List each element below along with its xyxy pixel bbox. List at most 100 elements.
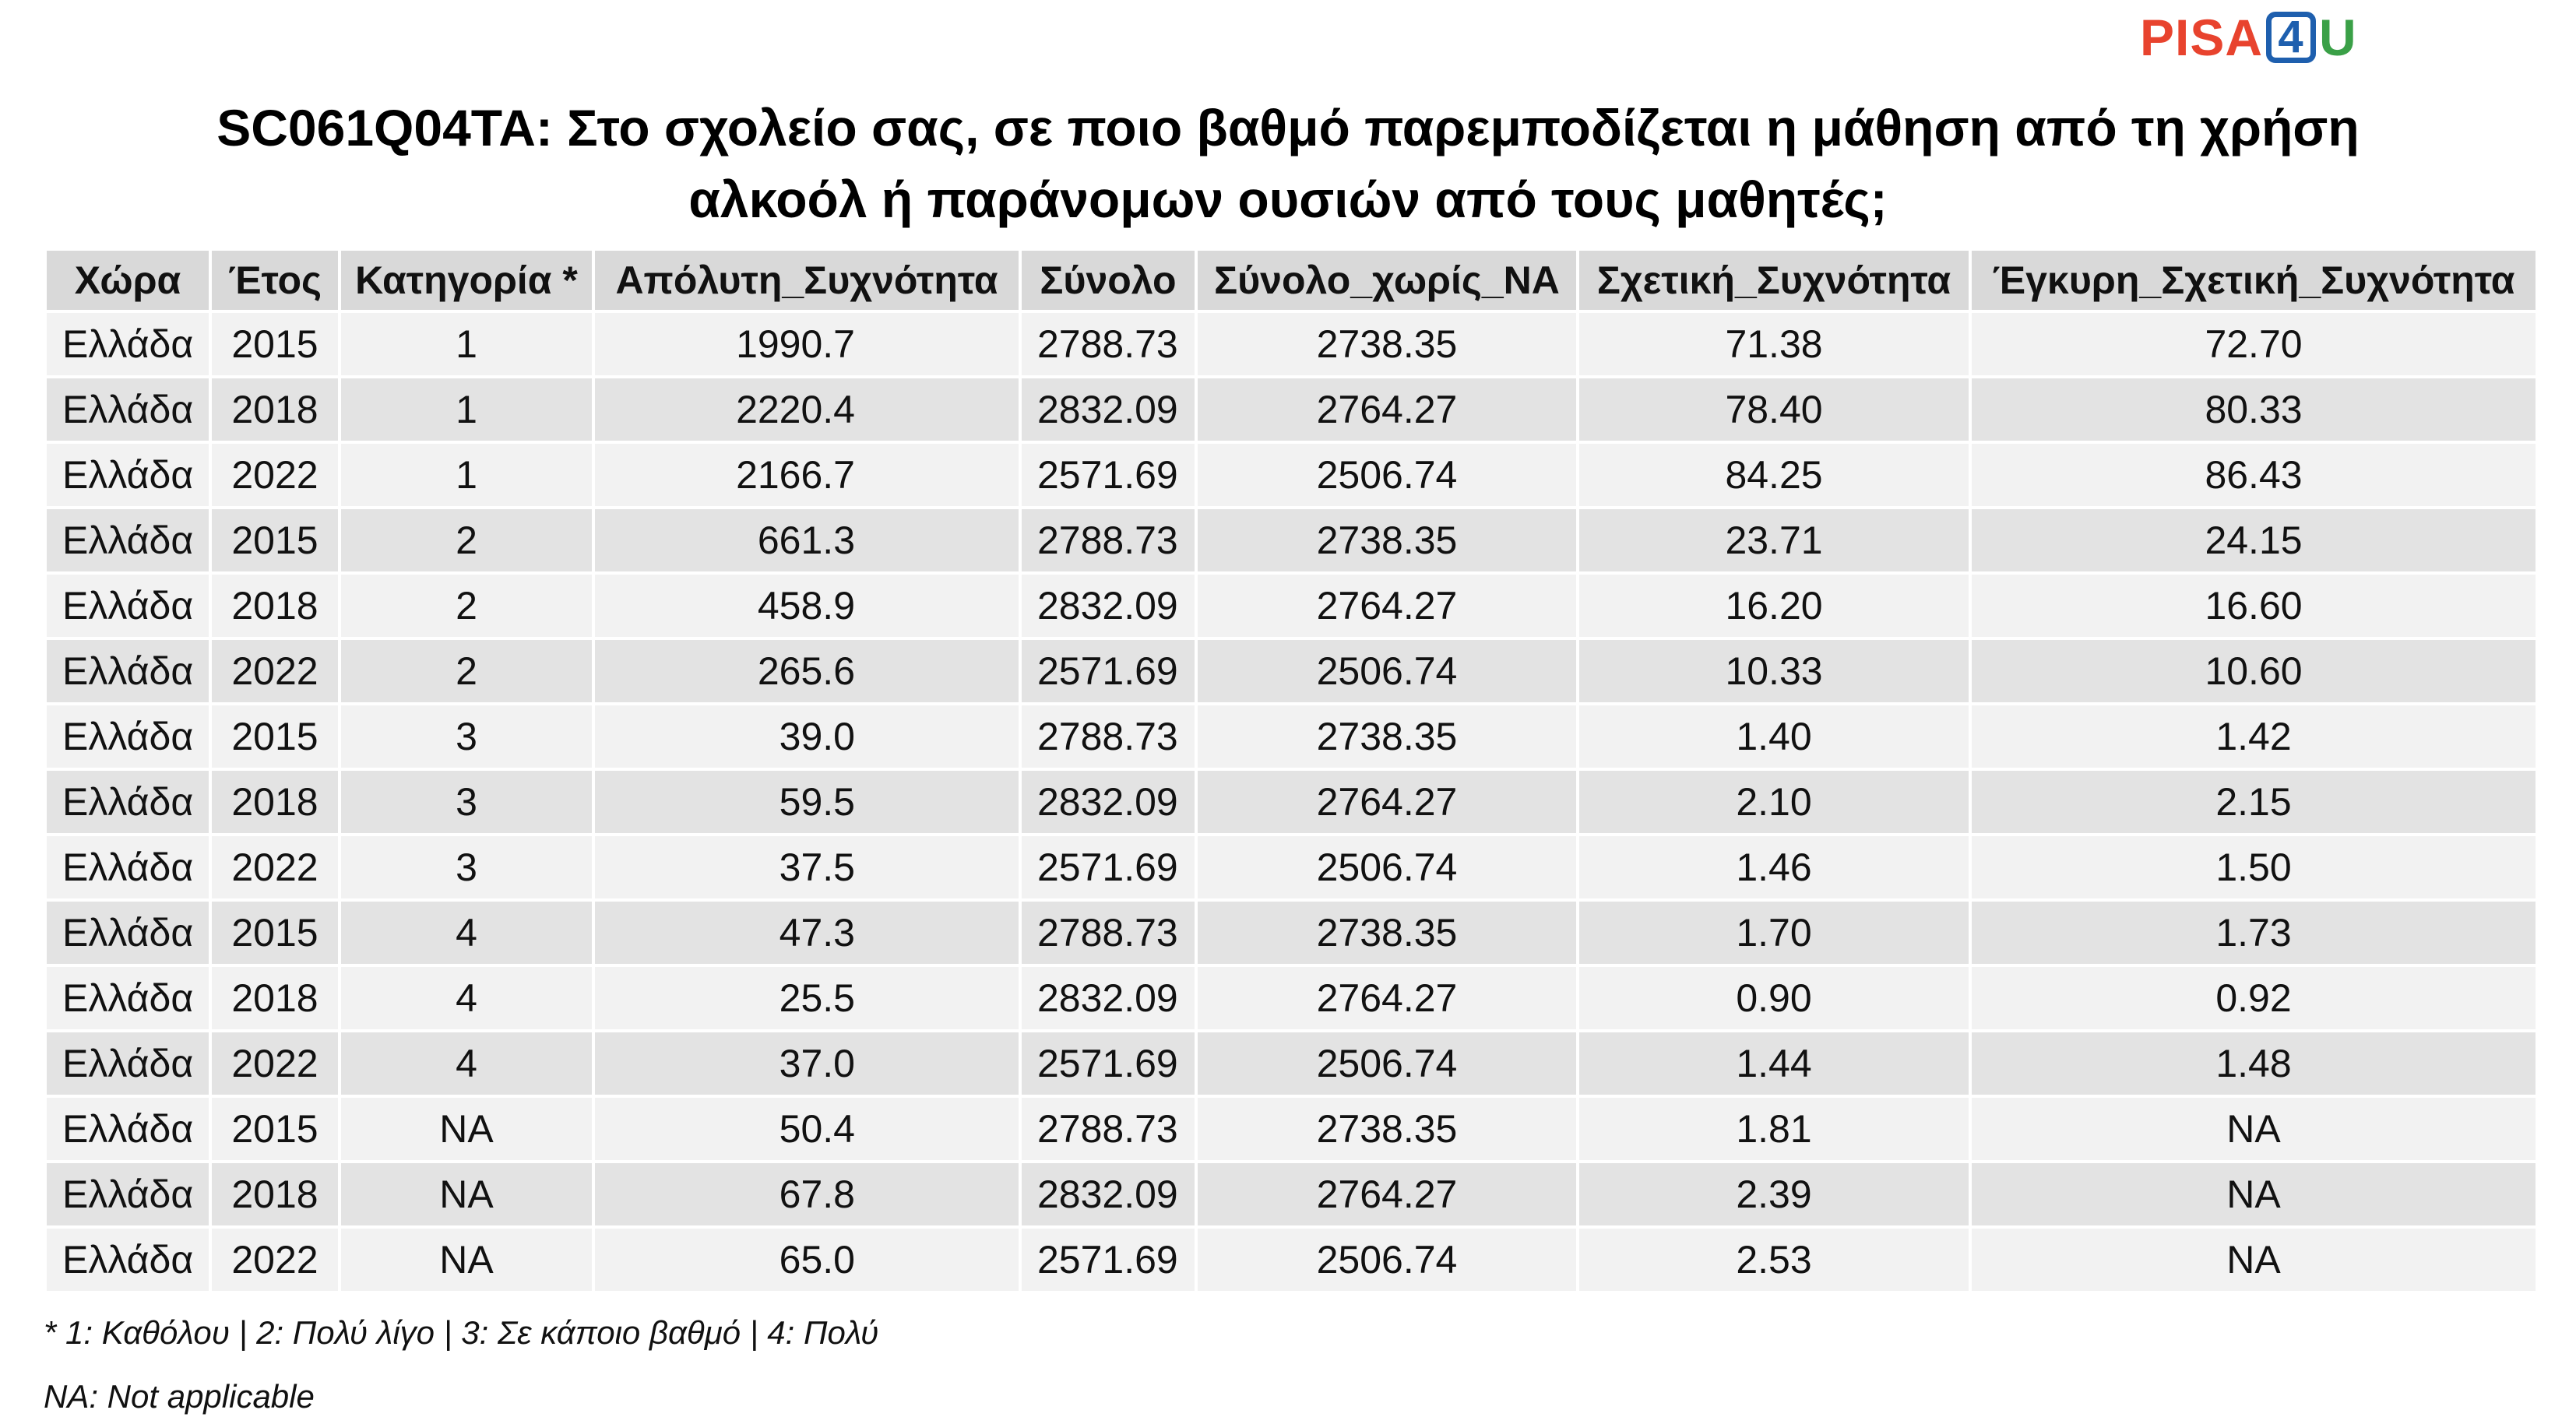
table-row: Ελλάδα 2015 4 47.3 2788.73 2738.35 1.70 1.73 (47, 902, 2536, 964)
cell-absolute-frequency: 67.8 (595, 1163, 1019, 1225)
cell-total: 2788.73 (1022, 313, 1195, 375)
cell-category: 2 (341, 640, 592, 702)
cell-total-without-na: 2506.74 (1198, 1032, 1576, 1095)
cell-country: Ελλάδα (47, 575, 209, 637)
header-year: Έτος (212, 251, 338, 310)
cell-country: Ελλάδα (47, 313, 209, 375)
cell-relative-frequency: 23.71 (1579, 509, 1969, 571)
cell-category: 4 (341, 967, 592, 1029)
cell-relative-frequency: 1.70 (1579, 902, 1969, 964)
cell-total-without-na: 2764.27 (1198, 967, 1576, 1029)
table-row: Ελλάδα 2015 1 1990.7 2788.73 2738.35 71.38 72.7… (47, 313, 2536, 375)
cell-total-without-na: 2764.27 (1198, 575, 1576, 637)
cell-total-without-na: 2738.35 (1198, 902, 1576, 964)
cell-valid-relative-frequency: NA (1972, 1163, 2536, 1225)
cell-country: Ελλάδα (47, 1032, 209, 1095)
cell-absolute-frequency: 37.5 (595, 836, 1019, 898)
cell-category: NA (341, 1163, 592, 1225)
header-absolute-frequency: Απόλυτη_Συχνότητα (595, 251, 1019, 310)
cell-category: NA (341, 1098, 592, 1160)
cell-valid-relative-frequency: 86.43 (1972, 444, 2536, 506)
title-line-2: αλκοόλ ή παράνομων ουσιών από τους μαθητ… (688, 171, 1888, 228)
cell-valid-relative-frequency: 1.50 (1972, 836, 2536, 898)
cell-country: Ελλάδα (47, 967, 209, 1029)
header-country: Χώρα (47, 251, 209, 310)
cell-relative-frequency: 2.53 (1579, 1229, 1969, 1291)
table-row: Ελλάδα 2018 2 458.9 2832.09 2764.27 16.20 16.60 (47, 575, 2536, 637)
cell-absolute-frequency: 2220.4 (595, 378, 1019, 441)
logo-four-box: 4 (2266, 12, 2317, 63)
cell-category: NA (341, 1229, 592, 1291)
table-row: Ελλάδα 2015 2 661.3 2788.73 2738.35 23.71 24.15 (47, 509, 2536, 571)
table-row: Ελλάδα 2015 3 39.0 2788.73 2738.35 1.40 1.42 (47, 705, 2536, 768)
footnote-categories: * 1: Καθόλου | 2: Πολύ λίγο | 3: Σε κάπο… (44, 1314, 879, 1351)
cell-relative-frequency: 71.38 (1579, 313, 1969, 375)
header-total-without-na: Σύνολο_χωρίς_NA (1198, 251, 1576, 310)
cell-relative-frequency: 1.40 (1579, 705, 1969, 768)
cell-total: 2571.69 (1022, 1229, 1195, 1291)
cell-absolute-frequency: 59.5 (595, 771, 1019, 833)
cell-relative-frequency: 10.33 (1579, 640, 1969, 702)
cell-total-without-na: 2764.27 (1198, 1163, 1576, 1225)
cell-relative-frequency: 16.20 (1579, 575, 1969, 637)
cell-total: 2571.69 (1022, 836, 1195, 898)
table-body: Ελλάδα 2015 1 1990.7 2788.73 2738.35 71.38 72.7… (47, 313, 2536, 1291)
table-row: Ελλάδα 2022 3 37.5 2571.69 2506.74 1.46 1.50 (47, 836, 2536, 898)
table-row: Ελλάδα 2018 NA 67.8 2832.09 2764.27 2.39 NA (47, 1163, 2536, 1225)
cell-year: 2018 (212, 378, 338, 441)
cell-year: 2018 (212, 967, 338, 1029)
cell-absolute-frequency: 37.0 (595, 1032, 1019, 1095)
table-header-row: Χώρα Έτος Κατηγορία * Απόλυτη_Συχνότητα … (47, 251, 2536, 310)
cell-total-without-na: 2764.27 (1198, 378, 1576, 441)
cell-total: 2788.73 (1022, 1098, 1195, 1160)
cell-total-without-na: 2506.74 (1198, 1229, 1576, 1291)
cell-total: 2832.09 (1022, 967, 1195, 1029)
cell-category: 2 (341, 575, 592, 637)
cell-relative-frequency: 1.46 (1579, 836, 1969, 898)
cell-absolute-frequency: 25.5 (595, 967, 1019, 1029)
cell-year: 2022 (212, 444, 338, 506)
table-row: Ελλάδα 2015 NA 50.4 2788.73 2738.35 1.81 NA (47, 1098, 2536, 1160)
cell-total-without-na: 2764.27 (1198, 771, 1576, 833)
cell-total: 2788.73 (1022, 902, 1195, 964)
cell-category: 3 (341, 771, 592, 833)
cell-category: 3 (341, 705, 592, 768)
frequency-table: Χώρα Έτος Κατηγορία * Απόλυτη_Συχνότητα … (44, 248, 2539, 1294)
cell-valid-relative-frequency: NA (1972, 1098, 2536, 1160)
cell-country: Ελλάδα (47, 444, 209, 506)
cell-category: 4 (341, 902, 592, 964)
cell-valid-relative-frequency: 2.15 (1972, 771, 2536, 833)
cell-valid-relative-frequency: NA (1972, 1229, 2536, 1291)
cell-year: 2018 (212, 575, 338, 637)
logo-u-text: U (2319, 9, 2357, 66)
cell-relative-frequency: 2.10 (1579, 771, 1969, 833)
cell-year: 2018 (212, 771, 338, 833)
cell-category: 1 (341, 444, 592, 506)
cell-absolute-frequency: 1990.7 (595, 313, 1019, 375)
cell-total: 2832.09 (1022, 1163, 1195, 1225)
cell-country: Ελλάδα (47, 902, 209, 964)
cell-absolute-frequency: 458.9 (595, 575, 1019, 637)
cell-year: 2015 (212, 313, 338, 375)
cell-total: 2832.09 (1022, 378, 1195, 441)
cell-relative-frequency: 0.90 (1579, 967, 1969, 1029)
cell-absolute-frequency: 39.0 (595, 705, 1019, 768)
cell-year: 2015 (212, 705, 338, 768)
cell-year: 2022 (212, 1032, 338, 1095)
cell-total-without-na: 2738.35 (1198, 705, 1576, 768)
cell-total-without-na: 2506.74 (1198, 444, 1576, 506)
cell-year: 2018 (212, 1163, 338, 1225)
cell-total-without-na: 2738.35 (1198, 509, 1576, 571)
header-category: Κατηγορία * (341, 251, 592, 310)
cell-valid-relative-frequency: 10.60 (1972, 640, 2536, 702)
cell-relative-frequency: 1.44 (1579, 1032, 1969, 1095)
cell-total: 2571.69 (1022, 444, 1195, 506)
cell-country: Ελλάδα (47, 1229, 209, 1291)
cell-relative-frequency: 78.40 (1579, 378, 1969, 441)
cell-year: 2015 (212, 902, 338, 964)
cell-absolute-frequency: 2166.7 (595, 444, 1019, 506)
cell-country: Ελλάδα (47, 640, 209, 702)
cell-total: 2571.69 (1022, 1032, 1195, 1095)
cell-valid-relative-frequency: 24.15 (1972, 509, 2536, 571)
cell-valid-relative-frequency: 16.60 (1972, 575, 2536, 637)
